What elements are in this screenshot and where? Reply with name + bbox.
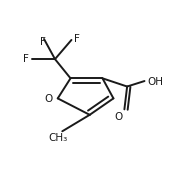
Text: O: O <box>114 112 122 122</box>
Text: OH: OH <box>147 77 163 87</box>
Text: O: O <box>44 94 52 104</box>
Text: F: F <box>74 34 80 44</box>
Text: F: F <box>23 54 29 64</box>
Text: F: F <box>40 37 46 47</box>
Text: CH₃: CH₃ <box>48 132 67 143</box>
